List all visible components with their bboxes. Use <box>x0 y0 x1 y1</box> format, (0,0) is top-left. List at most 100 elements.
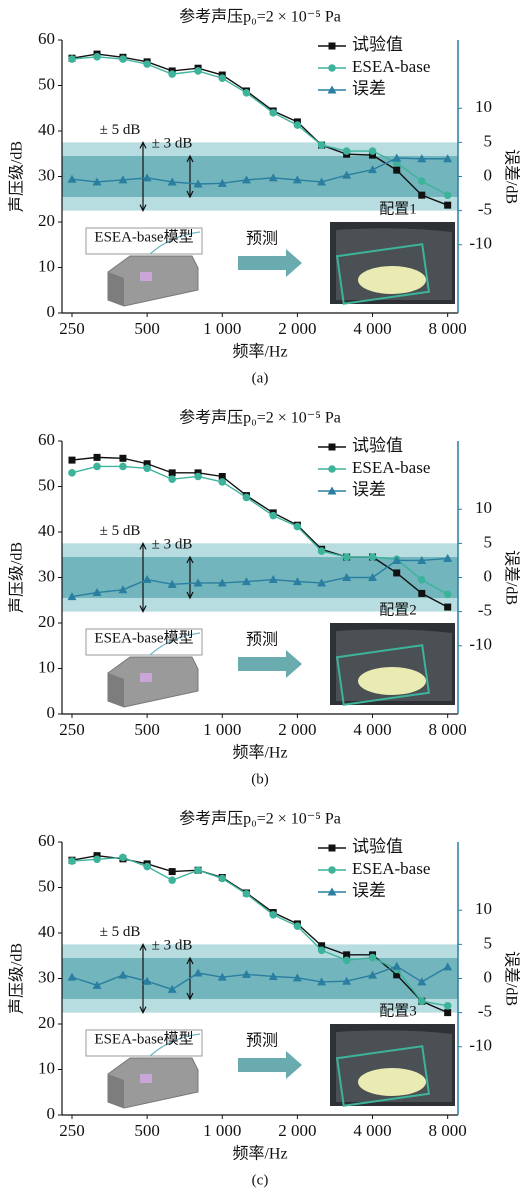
legend-label: 误差 <box>352 480 386 499</box>
x-tick-label: 4 000 <box>353 1121 391 1140</box>
y-tick-label: 50 <box>38 74 55 93</box>
y2-axis-label: 误差/dB <box>502 550 520 605</box>
y-tick-label: 0 <box>47 703 56 722</box>
legend-label: 误差 <box>352 881 386 900</box>
data-point <box>93 53 101 61</box>
y-tick-label: 30 <box>38 566 55 585</box>
y-axis-label: 声压级/dB <box>8 141 26 212</box>
y-tick-label: 60 <box>38 29 55 48</box>
config-label: 配置2 <box>379 601 417 618</box>
data-point <box>369 553 377 561</box>
config-photo-part <box>358 667 426 695</box>
data-point <box>68 55 76 63</box>
data-point <box>143 60 151 68</box>
x-tick-label: 500 <box>134 319 160 338</box>
data-point <box>369 147 377 155</box>
y-tick-label: 40 <box>38 120 55 139</box>
legend-label: 误差 <box>352 79 386 98</box>
data-point <box>119 55 127 63</box>
x-tick-label: 4 000 <box>353 720 391 739</box>
legend-label: 试验值 <box>352 35 403 54</box>
data-point <box>169 469 176 476</box>
predict-label: 预测 <box>246 1032 278 1050</box>
y-tick-label: 40 <box>38 922 55 941</box>
data-point <box>143 465 151 473</box>
legend-swatch-marker <box>328 465 336 473</box>
caption: (a) <box>252 370 269 386</box>
data-point <box>294 121 302 129</box>
data-point <box>243 89 251 97</box>
data-point <box>194 866 202 874</box>
x-axis-label: 频率/Hz <box>232 343 287 361</box>
y-tick-label: 20 <box>38 1013 55 1032</box>
y-tick-label: 10 <box>38 256 55 275</box>
y2-tick-label: 5 <box>484 532 493 551</box>
y-tick-label: 30 <box>38 165 55 184</box>
x-tick-label: 500 <box>134 720 160 739</box>
data-point <box>343 553 351 561</box>
data-point <box>369 954 377 962</box>
data-point <box>393 167 400 174</box>
y-tick-label: 20 <box>38 211 55 230</box>
y-tick-label: 60 <box>38 430 55 449</box>
data-point <box>343 957 351 965</box>
panel: 参考声压p₀=2 × 10⁻⁵ Pa± 5 dB± 3 dB0102030405… <box>8 810 521 1189</box>
data-point <box>444 591 452 599</box>
band-label: ± 3 dB <box>152 536 193 552</box>
model-patch <box>140 673 152 682</box>
y-tick-label: 50 <box>38 475 55 494</box>
data-point <box>418 192 425 199</box>
y2-tick-label: -10 <box>469 635 492 654</box>
data-point <box>94 454 101 461</box>
y2-tick-label: 0 <box>484 165 493 184</box>
model-patch <box>140 272 152 281</box>
chart-title: 参考声压p₀=2 × 10⁻⁵ Pa <box>179 8 341 26</box>
x-tick-label: 250 <box>59 720 85 739</box>
band-label: ± 5 dB <box>100 924 141 940</box>
data-point <box>318 141 326 149</box>
y-tick-label: 60 <box>38 831 55 850</box>
legend-swatch-marker <box>329 444 336 451</box>
legend-label: 试验值 <box>352 837 403 856</box>
data-point <box>418 177 426 185</box>
band-label: ± 5 dB <box>100 122 141 138</box>
data-point <box>269 109 277 117</box>
data-point <box>68 857 76 865</box>
model-label: ESEA-base模型 <box>94 1030 193 1047</box>
y2-axis-label: 误差/dB <box>502 951 520 1006</box>
band-label: ± 3 dB <box>152 937 193 953</box>
figure: 参考声压p₀=2 × 10⁻⁵ Pa ± 5 dB ± 3 dB 0 10 20 30 40 5… <box>0 0 524 1194</box>
data-point <box>294 922 302 930</box>
data-point <box>444 1002 452 1010</box>
x-tick-label: 500 <box>134 1121 160 1140</box>
data-point <box>418 576 426 584</box>
config-label: 配置3 <box>379 1002 417 1019</box>
data-point <box>218 875 226 883</box>
chart-title: 参考声压p₀=2 × 10⁻⁵ Pa <box>179 810 341 828</box>
y-axis-label: 声压级/dB <box>8 542 26 613</box>
data-point <box>318 547 326 555</box>
data-point <box>269 512 277 520</box>
data-point <box>168 70 176 78</box>
x-tick-label: 1 000 <box>203 1121 241 1140</box>
model-patch <box>140 1074 152 1083</box>
data-point <box>444 1009 451 1016</box>
y2-tick-label: 10 <box>475 97 492 116</box>
data-point <box>343 147 351 155</box>
data-point <box>119 455 126 462</box>
data-point <box>119 854 127 862</box>
model-house-face <box>108 272 124 306</box>
y-tick-label: 10 <box>38 657 55 676</box>
predict-label: 预测 <box>246 631 278 649</box>
x-tick-label: 250 <box>59 1121 85 1140</box>
x-tick-label: 8 000 <box>429 720 467 739</box>
data-point <box>93 855 101 863</box>
y2-tick-label: 10 <box>475 899 492 918</box>
data-point <box>169 868 176 875</box>
y2-tick-label: -5 <box>478 1002 492 1021</box>
data-point <box>194 473 202 481</box>
data-point <box>318 946 326 954</box>
y2-tick-label: -10 <box>469 1036 492 1055</box>
legend-label: ESEA-base <box>352 859 430 878</box>
panel: 参考声压p₀=2 × 10⁻⁵ Pa± 5 dB± 3 dB0102030405… <box>8 409 521 788</box>
